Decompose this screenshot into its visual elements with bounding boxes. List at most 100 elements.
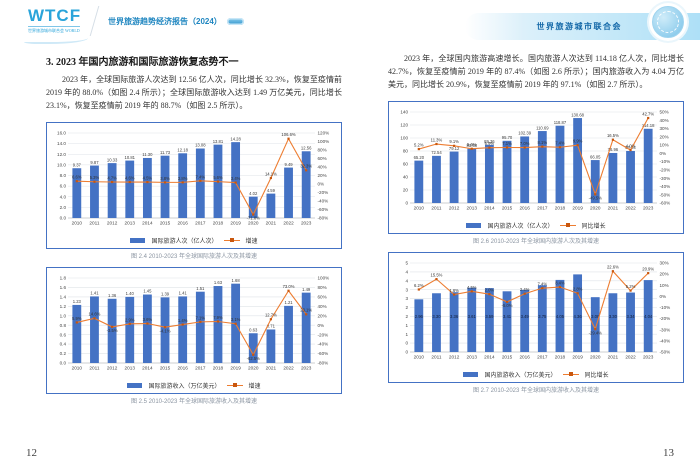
svg-text:2023: 2023: [643, 205, 654, 210]
legend-bar-label: 国内旅游收入（万亿美元）: [484, 372, 557, 379]
svg-text:2017: 2017: [537, 205, 548, 210]
svg-text:2016: 2016: [177, 365, 188, 370]
svg-text:2: 2: [405, 305, 408, 310]
svg-text:4.0%: 4.0%: [626, 143, 636, 148]
svg-text:16.5%: 16.5%: [607, 133, 619, 138]
chart-canvas-2-5: 0.0 0.2 0.4 0.6 0.8 1.0 1.2 1.4 1.6 1.8 -80% -60% -4…: [60, 275, 330, 370]
svg-text:0%: 0%: [318, 323, 325, 328]
two-page-spread: 3. 2023 年国内旅游和国际旅游恢复态势不一 2023 年，全球国际旅游人次…: [0, 44, 700, 412]
svg-text:22.6%: 22.6%: [607, 264, 619, 269]
svg-text:-20%: -20%: [660, 316, 671, 321]
svg-text:-71.8%: -71.8%: [247, 216, 261, 221]
svg-text:2010: 2010: [72, 365, 83, 370]
svg-text:2021: 2021: [608, 354, 619, 359]
svg-text:-80%: -80%: [318, 360, 329, 365]
svg-text:-62.5%: -62.5%: [247, 356, 261, 361]
figure-caption-2-5: 图 2.5 2010-2023 年全球国际旅游收入及其增速: [130, 398, 258, 405]
svg-text:-50%: -50%: [660, 349, 671, 354]
chart-canvas-2-6: 0 20 40 60 80 100 120 140 -60% -50% -40% -30% -20% -1…: [400, 109, 671, 210]
svg-text:3.30: 3.30: [432, 314, 441, 319]
logo-swoosh-decoration: [24, 34, 88, 44]
svg-text:10%: 10%: [660, 283, 669, 288]
svg-text:60: 60: [403, 161, 409, 166]
svg-text:2016: 2016: [519, 354, 530, 359]
svg-text:14.0: 14.0: [57, 141, 66, 146]
left-page-paragraph: 2023 年，全球国际旅游人次达到 12.56 亿人次，同比增长 32.3%，恢…: [46, 75, 342, 110]
svg-text:65.20: 65.20: [414, 155, 425, 160]
svg-text:2013: 2013: [467, 205, 478, 210]
svg-text:20%: 20%: [318, 313, 327, 318]
svg-text:2010: 2010: [72, 220, 83, 225]
svg-text:1.23: 1.23: [73, 299, 82, 304]
svg-text:2.4%: 2.4%: [520, 287, 530, 292]
svg-text:7.4%: 7.4%: [555, 141, 565, 146]
svg-text:1.68: 1.68: [232, 278, 241, 283]
svg-text:1.6: 1.6: [60, 285, 67, 290]
svg-text:4.5%: 4.5%: [143, 175, 153, 180]
svg-text:0: 0: [405, 200, 408, 205]
svg-text:0.63: 0.63: [249, 327, 258, 332]
svg-text:9.9%: 9.9%: [573, 138, 583, 143]
svg-text:2021: 2021: [266, 220, 277, 225]
svg-text:-20%: -20%: [318, 190, 329, 195]
svg-text:3.6%: 3.6%: [143, 317, 153, 322]
svg-text:3.41: 3.41: [503, 314, 512, 319]
svg-text:0.4: 0.4: [60, 342, 67, 347]
svg-text:3: 3: [405, 296, 408, 301]
chart-box-2-6: 0 20 40 60 80 100 120 140 -60% -50% -40% -30% -20% -1…: [388, 100, 684, 234]
svg-text:6.9%: 6.9%: [485, 141, 495, 146]
svg-text:12.56: 12.56: [301, 145, 312, 150]
svg-text:9.49: 9.49: [284, 162, 293, 167]
svg-text:40%: 40%: [660, 118, 669, 123]
svg-text:3.36: 3.36: [450, 314, 459, 319]
svg-text:-4.1%: -4.1%: [160, 328, 171, 333]
svg-text:-30%: -30%: [660, 327, 671, 332]
svg-text:2011: 2011: [431, 354, 441, 359]
svg-text:7.1%: 7.1%: [502, 141, 512, 146]
svg-text:14.28: 14.28: [230, 136, 241, 141]
svg-text:2.0: 2.0: [60, 205, 67, 210]
svg-text:2020: 2020: [590, 205, 601, 210]
svg-text:40%: 40%: [318, 164, 327, 169]
svg-text:2014: 2014: [484, 205, 495, 210]
svg-text:5.6%: 5.6%: [213, 175, 223, 180]
svg-text:2.9%: 2.9%: [125, 317, 135, 322]
figure-2-5: 0.0 0.2 0.4 0.6 0.8 1.0 1.2 1.4 1.6 1.8 -80% -60% -4…: [46, 266, 342, 405]
svg-text:1.40: 1.40: [126, 291, 135, 296]
svg-text:0.71: 0.71: [267, 324, 276, 329]
svg-text:1.21: 1.21: [284, 300, 293, 305]
svg-text:-40%: -40%: [660, 184, 671, 189]
svg-text:-30%: -30%: [660, 176, 671, 181]
svg-text:120%: 120%: [318, 130, 330, 135]
svg-text:-40%: -40%: [660, 338, 671, 343]
svg-text:6.6%: 6.6%: [72, 174, 82, 179]
svg-text:0: 0: [405, 341, 408, 346]
svg-text:20.9%: 20.9%: [642, 266, 654, 271]
svg-text:2012: 2012: [449, 205, 460, 210]
svg-text:2015: 2015: [502, 205, 513, 210]
svg-text:2018: 2018: [213, 365, 224, 370]
svg-text:-20%: -20%: [318, 332, 329, 337]
chart-legend-2-7: 国内旅游收入（万亿美元） 同比增长: [391, 369, 681, 382]
svg-text:-10%: -10%: [660, 159, 671, 164]
svg-text:7.0%: 7.0%: [520, 141, 530, 146]
svg-text:2017: 2017: [195, 220, 206, 225]
svg-text:4: 4: [405, 269, 408, 274]
svg-text:79.12: 79.12: [449, 146, 460, 151]
legend-bar-label: 国际旅游收入（万亿美元）: [148, 383, 221, 390]
svg-text:2017: 2017: [195, 365, 206, 370]
svg-text:76.96: 76.96: [608, 147, 619, 152]
svg-text:2022: 2022: [283, 220, 294, 225]
svg-text:110.69: 110.69: [536, 125, 549, 130]
svg-text:106.6%: 106.6%: [281, 132, 295, 137]
svg-text:2022: 2022: [283, 365, 294, 370]
figure-caption-2-4: 图 2.4 2010-2023 年全球国际旅游人次及其增速: [130, 253, 258, 260]
wtcf-logo: WTCF 世界旅游城市联合会 WORLD TOURISM CITIES FEDE…: [28, 7, 81, 34]
svg-text:120: 120: [400, 122, 408, 127]
svg-text:50%: 50%: [660, 109, 669, 114]
svg-text:0.0: 0.0: [60, 215, 67, 220]
svg-text:2022: 2022: [625, 354, 636, 359]
svg-text:73.0%: 73.0%: [283, 284, 295, 289]
svg-text:1: 1: [405, 323, 408, 328]
svg-text:8.4%: 8.4%: [555, 280, 565, 285]
